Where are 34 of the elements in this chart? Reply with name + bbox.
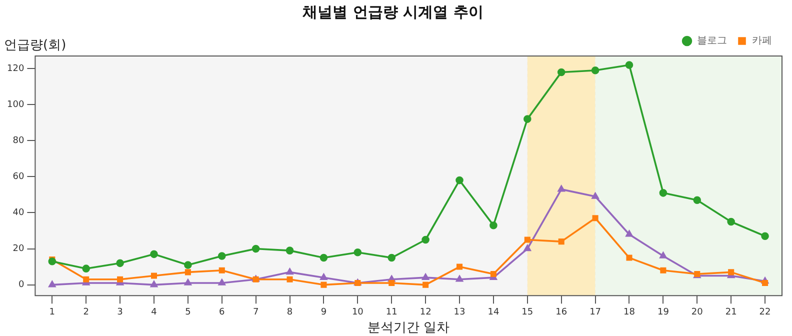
- y-tick-label: 80: [12, 136, 24, 146]
- x-tick-label: 15: [522, 307, 534, 318]
- x-tick-label: 4: [151, 307, 158, 318]
- x-tick-label: 10: [352, 307, 364, 318]
- x-tick-label: 2: [83, 307, 89, 318]
- x-tick-label: 20: [691, 307, 704, 318]
- y-tick-label: 60: [12, 172, 24, 182]
- x-tick-label: 21: [725, 307, 737, 318]
- x-tick-label: 19: [657, 307, 670, 318]
- x-tick-label: 9: [320, 307, 327, 318]
- x-tick-label: 5: [185, 307, 191, 318]
- x-tick-label: 22: [759, 307, 771, 318]
- x-axis-title: 분석기간 일차: [368, 320, 450, 336]
- x-tick-label: 3: [117, 307, 123, 318]
- x-tick-label: 8: [286, 307, 293, 318]
- y-tick-label: 0: [18, 280, 24, 290]
- x-tick-label: 7: [252, 307, 259, 318]
- chart-title: 채널별 언급량 시계열 추이: [302, 2, 484, 21]
- x-tick-label: 13: [454, 307, 466, 318]
- y-tick-label: 40: [12, 208, 24, 218]
- legend-label: 카페: [752, 36, 772, 47]
- y-tick-label: 120: [6, 64, 24, 74]
- x-tick-label: 1: [49, 307, 56, 318]
- x-tick-label: 11: [386, 307, 398, 318]
- x-tick-label: 6: [219, 307, 226, 318]
- x-tick-label: 16: [556, 307, 568, 318]
- legend-label: 블로그: [697, 36, 727, 47]
- x-tick-label: 17: [590, 307, 602, 318]
- y-axis-title: 언급량(회): [4, 38, 66, 53]
- x-tick-label: 12: [420, 307, 432, 318]
- x-tick-label: 14: [488, 307, 500, 318]
- y-tick-label: 100: [6, 100, 24, 110]
- y-tick-label: 20: [12, 244, 24, 254]
- x-tick-label: 18: [624, 307, 636, 318]
